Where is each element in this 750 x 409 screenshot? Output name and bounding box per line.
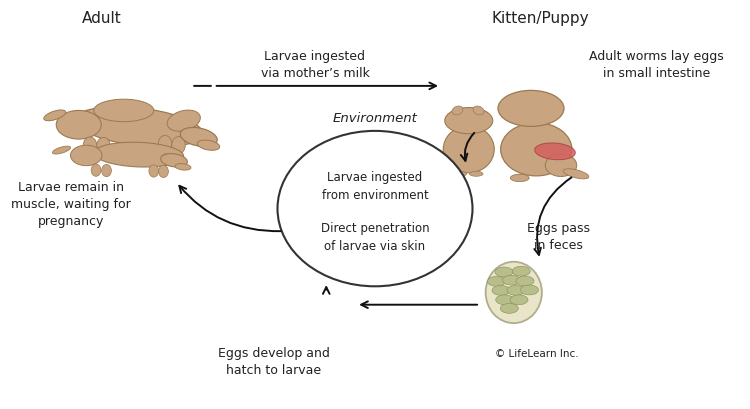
Ellipse shape (44, 110, 66, 121)
Text: Kitten/Puppy: Kitten/Puppy (491, 11, 589, 26)
Text: Larvae ingested
from environment: Larvae ingested from environment (322, 171, 428, 202)
Ellipse shape (501, 123, 572, 176)
Ellipse shape (538, 93, 551, 105)
Circle shape (500, 303, 518, 313)
Circle shape (496, 295, 514, 305)
Ellipse shape (453, 171, 466, 176)
Text: Eggs develop and
hatch to larvae: Eggs develop and hatch to larvae (217, 347, 330, 377)
Ellipse shape (486, 262, 542, 323)
Ellipse shape (162, 154, 172, 162)
Text: Larvae ingested
via mother’s milk: Larvae ingested via mother’s milk (260, 50, 370, 81)
Ellipse shape (53, 146, 70, 154)
Ellipse shape (182, 130, 196, 142)
Ellipse shape (159, 165, 168, 178)
Text: Adult: Adult (81, 11, 122, 26)
Ellipse shape (94, 142, 184, 167)
Ellipse shape (510, 174, 530, 182)
Ellipse shape (278, 131, 472, 286)
Ellipse shape (563, 169, 589, 179)
Ellipse shape (160, 154, 188, 167)
Ellipse shape (470, 171, 483, 176)
Ellipse shape (180, 128, 218, 146)
Text: Direct penetration
of larvae via skin: Direct penetration of larvae via skin (321, 222, 429, 253)
Ellipse shape (148, 165, 159, 177)
Ellipse shape (197, 140, 220, 150)
Text: Adult worms lay eggs
in small intestine: Adult worms lay eggs in small intestine (589, 50, 724, 81)
Text: Eggs pass
in feces: Eggs pass in feces (527, 222, 590, 252)
Ellipse shape (83, 137, 97, 153)
Ellipse shape (56, 110, 101, 139)
Text: Environment: Environment (332, 112, 418, 125)
Circle shape (520, 285, 538, 295)
Circle shape (507, 285, 525, 295)
Circle shape (516, 276, 534, 286)
Circle shape (512, 266, 530, 276)
Ellipse shape (535, 143, 575, 160)
Ellipse shape (509, 93, 524, 107)
Ellipse shape (75, 107, 202, 147)
Ellipse shape (545, 154, 577, 177)
Ellipse shape (92, 164, 100, 176)
Ellipse shape (158, 135, 172, 153)
Circle shape (492, 285, 510, 295)
Circle shape (445, 108, 493, 134)
Ellipse shape (175, 164, 191, 170)
Ellipse shape (167, 110, 200, 131)
Ellipse shape (172, 137, 185, 154)
Ellipse shape (94, 99, 154, 122)
Circle shape (498, 90, 564, 126)
Ellipse shape (70, 145, 102, 166)
Text: Larvae remain in
muscle, waiting for
pregnancy: Larvae remain in muscle, waiting for pre… (11, 181, 131, 228)
Ellipse shape (443, 126, 494, 173)
Ellipse shape (473, 106, 484, 115)
Ellipse shape (101, 164, 111, 177)
Ellipse shape (97, 137, 110, 154)
Ellipse shape (452, 106, 463, 115)
Circle shape (503, 275, 520, 285)
Circle shape (488, 276, 506, 286)
Circle shape (495, 267, 513, 277)
Circle shape (510, 295, 528, 305)
Text: © LifeLearn Inc.: © LifeLearn Inc. (495, 349, 579, 359)
